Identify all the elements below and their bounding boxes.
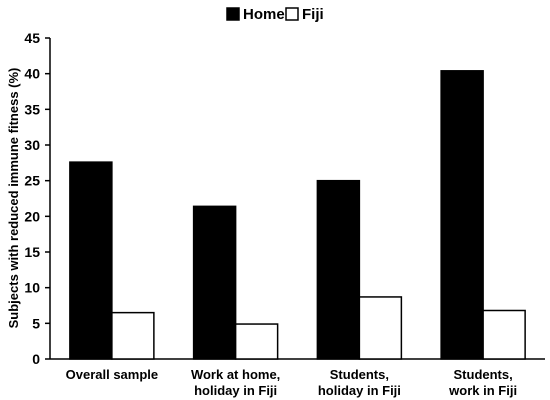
x-tick-label-line: holiday in Fiji <box>194 383 277 398</box>
y-tick-label: 25 <box>24 173 40 189</box>
x-tick-label: Work at home, holiday in Fiji <box>191 367 280 398</box>
x-tick-label: Students, holiday in Fiji <box>318 367 401 398</box>
y-axis-title: Subjects with reduced immune fitness (%) <box>6 68 21 329</box>
y-tick-label: 0 <box>32 351 40 367</box>
y-axis: 0 5 10 15 20 25 30 35 40 45 <box>24 30 51 367</box>
y-tick-label: 15 <box>24 244 40 260</box>
bar-fiji <box>234 323 279 360</box>
bar-home <box>69 161 113 360</box>
bar-fiji <box>358 296 403 360</box>
x-tick-label: Students, work in Fiji <box>448 367 517 398</box>
x-tick-label: Overall sample <box>66 367 159 382</box>
x-tick-label-line: Students, <box>330 367 389 382</box>
y-tick-label: 10 <box>24 280 40 296</box>
bar-home <box>192 205 237 360</box>
bar-home <box>316 179 361 360</box>
x-axis: Overall sample Work at home, holiday in Fi… <box>50 358 545 398</box>
x-tick-label-line: Students, <box>454 367 513 382</box>
bars <box>69 70 526 360</box>
bar-fiji <box>482 309 526 360</box>
bar-fiji <box>111 311 155 360</box>
y-tick-label: 35 <box>24 101 40 117</box>
y-tick-label: 45 <box>24 30 40 46</box>
legend-label: Fiji <box>302 6 324 23</box>
bar-home <box>440 70 484 360</box>
y-tick-label: 30 <box>24 137 40 153</box>
legend-label: Home <box>243 6 285 23</box>
x-tick-label-line: Work at home, <box>191 367 280 382</box>
x-tick-label-line: Overall sample <box>66 367 159 382</box>
legend-swatch-fiji <box>285 7 299 21</box>
legend-swatch-home <box>226 7 240 21</box>
y-tick-label: 5 <box>32 315 40 331</box>
legend: Home Fiji <box>226 6 324 23</box>
y-tick-label: 20 <box>24 208 40 224</box>
y-tick-label: 40 <box>24 66 40 82</box>
x-tick-label-line: holiday in Fiji <box>318 383 401 398</box>
x-tick-label-line: work in Fiji <box>448 383 517 398</box>
